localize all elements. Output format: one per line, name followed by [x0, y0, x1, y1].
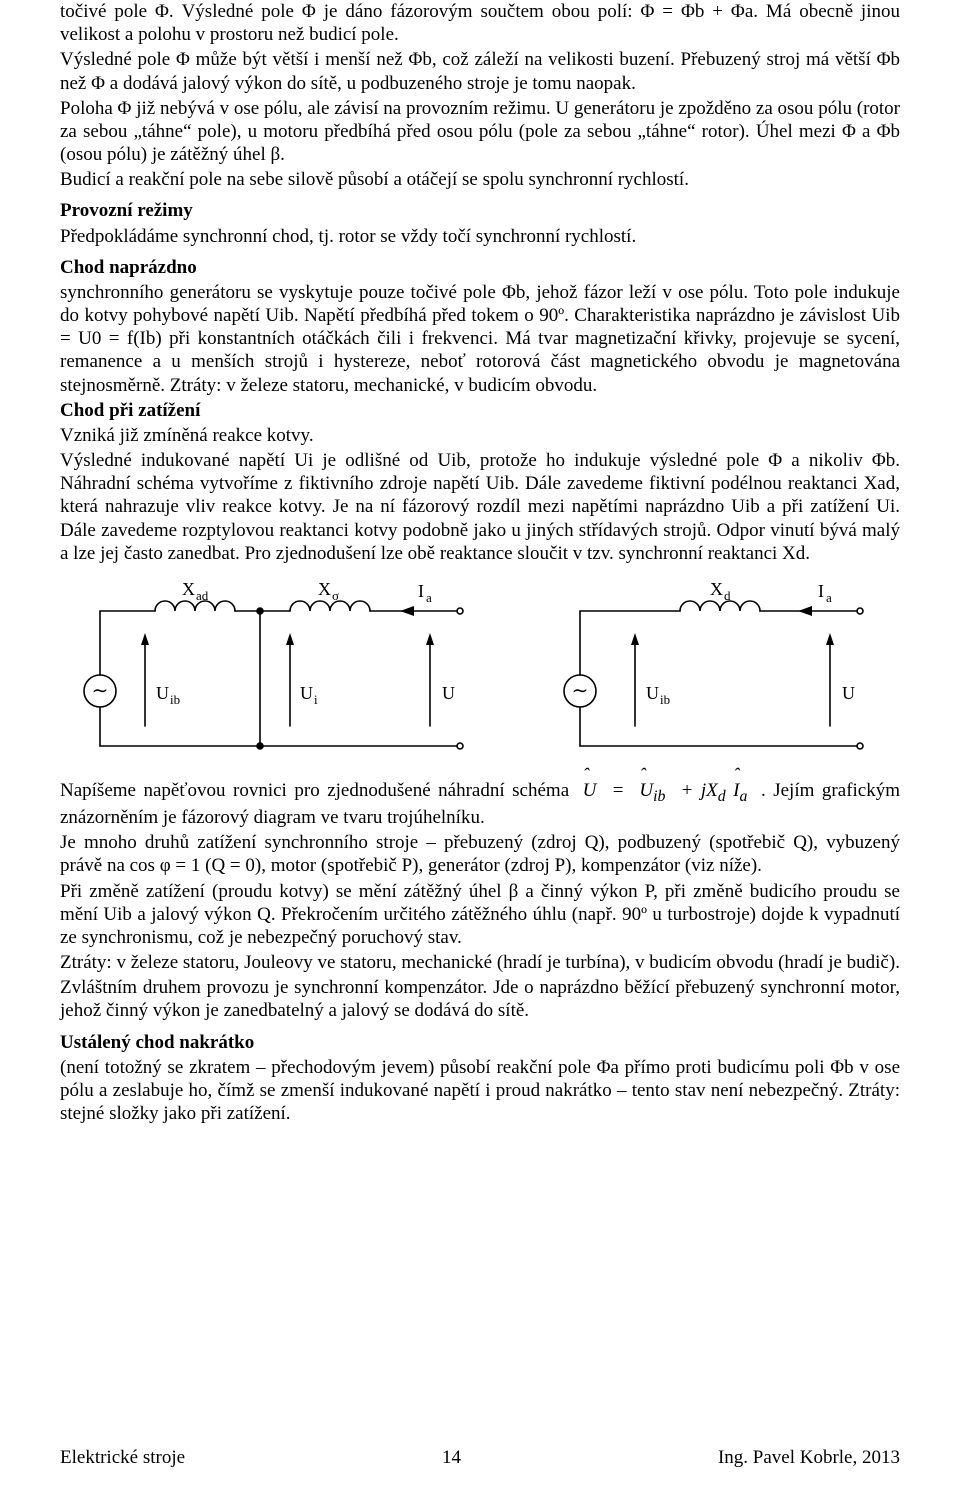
- svg-text:i: i: [314, 692, 318, 707]
- equation: Uˆ = Uˆib + jXd Iˆa: [577, 780, 761, 801]
- svg-text:d: d: [724, 588, 731, 603]
- svg-text:X: X: [182, 579, 195, 599]
- paragraph: Při změně zatížení (proudu kotvy) se měn…: [60, 880, 900, 950]
- svg-text:I: I: [818, 581, 824, 601]
- paragraph: (není totožný se zkratem – přechodovým j…: [60, 1056, 900, 1126]
- circuit-diagram: ∼ Xad Xσ Ia Uib Ui U ∼ Xd Ia Uib U: [60, 571, 900, 771]
- paragraph: Vzniká již zmíněná reakce kotvy.: [60, 424, 900, 447]
- heading-chod-naprazdno: Chod naprázdno: [60, 256, 900, 279]
- svg-text:U: U: [156, 683, 169, 703]
- heading-ustaleny-chod-nakratko: Ustálený chod nakrátko: [60, 1031, 900, 1054]
- svg-text:I: I: [418, 581, 424, 601]
- footer-page-number: 14: [442, 1446, 461, 1469]
- paragraph: Budicí a reakční pole na sebe silově půs…: [60, 168, 900, 191]
- paragraph: Předpokládáme synchronní chod, tj. rotor…: [60, 225, 900, 248]
- paragraph: Výsledné indukované napětí Ui je odlišné…: [60, 449, 900, 565]
- svg-text:X: X: [318, 579, 331, 599]
- svg-text:σ: σ: [332, 588, 339, 603]
- paragraph: točivé pole Φ. Výsledné pole Φ je dáno f…: [60, 0, 900, 46]
- paragraph: Výsledné pole Φ může být větší i menší n…: [60, 48, 900, 94]
- paragraph: Je mnoho druhů zatížení synchronního str…: [60, 831, 900, 877]
- paragraph: Ztráty: v železe statoru, Jouleovy ve st…: [60, 951, 900, 974]
- paragraph: synchronního generátoru se vyskytuje pou…: [60, 281, 900, 397]
- svg-text:a: a: [426, 590, 432, 605]
- heading-chod-pri-zatizeni: Chod při zatížení: [60, 399, 900, 422]
- footer-right: Ing. Pavel Kobrle, 2013: [718, 1446, 900, 1469]
- svg-text:U: U: [842, 683, 855, 703]
- svg-text:U: U: [300, 683, 313, 703]
- page-footer: Elektrické stroje 14 Ing. Pavel Kobrle, …: [60, 1446, 900, 1469]
- svg-text:ib: ib: [170, 692, 180, 707]
- svg-text:∼: ∼: [572, 680, 589, 702]
- paragraph-equation: Napíšeme napěťovou rovnici pro zjednoduš…: [60, 779, 900, 829]
- footer-left: Elektrické stroje: [60, 1446, 185, 1469]
- svg-text:a: a: [826, 590, 832, 605]
- paragraph: Poloha Φ již nebývá v ose pólu, ale závi…: [60, 97, 900, 167]
- svg-text:X: X: [710, 579, 723, 599]
- svg-text:ad: ad: [196, 588, 209, 603]
- svg-text:ib: ib: [660, 692, 670, 707]
- svg-text:∼: ∼: [92, 680, 109, 702]
- svg-text:U: U: [442, 683, 455, 703]
- heading-provozni-rezimy: Provozní režimy: [60, 199, 900, 222]
- paragraph: Zvláštním druhem provozu je synchronní k…: [60, 976, 900, 1022]
- svg-text:U: U: [646, 683, 659, 703]
- equation-pre-text: Napíšeme napěťovou rovnici pro zjednoduš…: [60, 780, 577, 801]
